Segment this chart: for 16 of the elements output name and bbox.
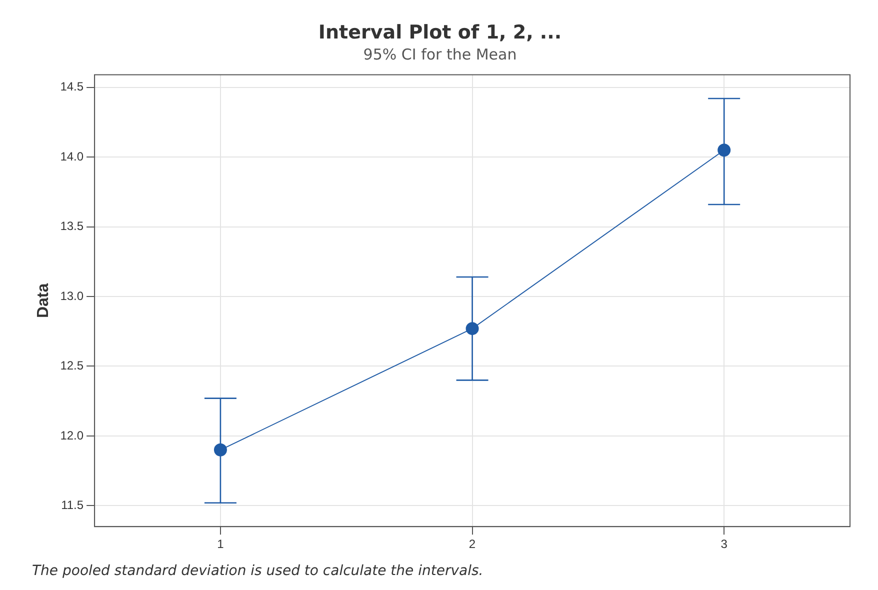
point (718, 144, 731, 157)
y-axis-title: Data (35, 283, 52, 318)
x-tick-label: 2 (468, 537, 476, 552)
y-tick-label: 14.0 (60, 149, 84, 164)
y-tick-label: 14.5 (60, 80, 84, 94)
y-tick-label: 13.5 (60, 219, 84, 234)
chart-title: Interval Plot of 1, 2, ... (318, 21, 562, 44)
y-tick-label: 12.5 (60, 358, 84, 373)
chart-subtitle: 95% CI for the Mean (363, 46, 517, 64)
y-tick-label: 13.0 (60, 288, 84, 303)
point (214, 443, 227, 456)
x-tick-label: 1 (217, 537, 224, 552)
y-tick-label: 12.0 (60, 428, 84, 442)
text: The pooled standard deviation is used to calculate the intervals. (32, 563, 484, 579)
x-tick-label: 3 (720, 537, 728, 552)
y-tick-label: 11.5 (61, 498, 84, 512)
